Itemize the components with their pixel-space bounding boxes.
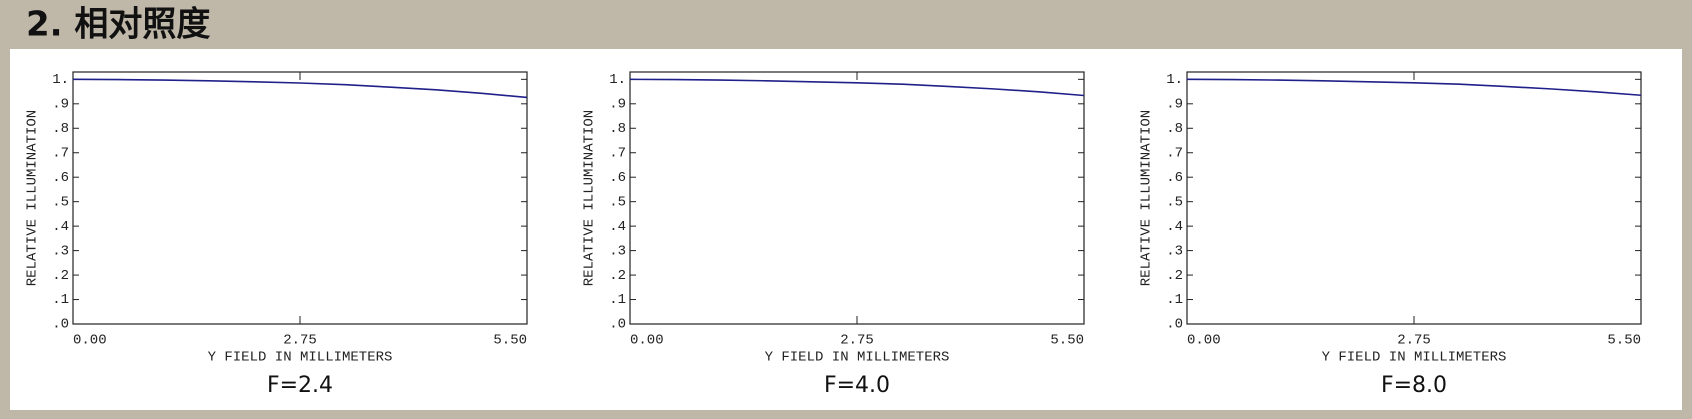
y-tick-label: .4 bbox=[1166, 219, 1183, 235]
x-tick-label: 0.00 bbox=[630, 333, 664, 349]
y-tick-label: .5 bbox=[52, 194, 69, 210]
y-tick-label: .4 bbox=[609, 219, 626, 235]
y-tick-label: .3 bbox=[1166, 243, 1183, 259]
y-tick-label: .8 bbox=[1166, 121, 1183, 137]
page-title: 2. 相对照度 bbox=[26, 5, 210, 45]
x-tick-label: 5.50 bbox=[1050, 333, 1084, 349]
x-tick-label: 0.00 bbox=[73, 333, 107, 349]
y-tick-label: .2 bbox=[609, 268, 626, 284]
line bbox=[72, 78, 528, 99]
x-tick-label: 5.50 bbox=[1607, 333, 1641, 349]
y-axis-label: RELATIVE ILLUMINATION bbox=[25, 110, 41, 286]
y-tick-label: .9 bbox=[609, 97, 626, 113]
chart-caption: F=2.4 bbox=[267, 373, 333, 398]
y-tick-label: .0 bbox=[1166, 317, 1183, 333]
y-tick-label: .7 bbox=[52, 145, 69, 161]
y-tick-label: 1. bbox=[1166, 72, 1183, 88]
y-axis-label: RELATIVE ILLUMINATION bbox=[582, 110, 598, 286]
line bbox=[629, 78, 1085, 97]
y-tick-label: .5 bbox=[1166, 194, 1183, 210]
y-tick-label: .1 bbox=[609, 292, 626, 308]
y-tick-label: 1. bbox=[52, 72, 69, 88]
y-axis-label: RELATIVE ILLUMINATION bbox=[1139, 110, 1155, 286]
x-axis-label: Y FIELD IN MILLIMETERS bbox=[1322, 350, 1507, 366]
y-tick-label: .0 bbox=[609, 317, 626, 333]
y-tick-label: .1 bbox=[1166, 292, 1183, 308]
y-tick-label: .6 bbox=[52, 170, 69, 186]
y-tick-label: .2 bbox=[52, 268, 69, 284]
y-tick-label: 1. bbox=[609, 72, 626, 88]
y-tick-label: .8 bbox=[609, 121, 626, 137]
y-tick-label: .6 bbox=[609, 170, 626, 186]
y-tick-label: .1 bbox=[52, 292, 69, 308]
y-tick-label: .9 bbox=[52, 97, 69, 113]
y-tick-label: .6 bbox=[1166, 170, 1183, 186]
y-tick-label: .7 bbox=[609, 145, 626, 161]
x-axis-label: Y FIELD IN MILLIMETERS bbox=[208, 350, 393, 366]
y-tick-label: .5 bbox=[609, 194, 626, 210]
y-tick-label: .2 bbox=[1166, 268, 1183, 284]
x-axis-label: Y FIELD IN MILLIMETERS bbox=[765, 350, 950, 366]
x-tick-label: 2.75 bbox=[1397, 333, 1431, 349]
x-tick-label: 0.00 bbox=[1187, 333, 1221, 349]
y-tick-label: .4 bbox=[52, 219, 69, 235]
y-tick-label: .0 bbox=[52, 317, 69, 333]
chart-caption: F=4.0 bbox=[824, 373, 890, 398]
chart-caption: F=8.0 bbox=[1381, 373, 1447, 398]
panel bbox=[10, 49, 1682, 410]
x-tick-label: 2.75 bbox=[283, 333, 317, 349]
y-tick-label: .9 bbox=[1166, 97, 1183, 113]
x-tick-label: 2.75 bbox=[840, 333, 874, 349]
y-tick-label: .3 bbox=[609, 243, 626, 259]
y-tick-label: .7 bbox=[1166, 145, 1183, 161]
y-tick-label: .8 bbox=[52, 121, 69, 137]
line bbox=[1186, 78, 1642, 97]
x-tick-label: 5.50 bbox=[493, 333, 527, 349]
y-tick-label: .3 bbox=[52, 243, 69, 259]
